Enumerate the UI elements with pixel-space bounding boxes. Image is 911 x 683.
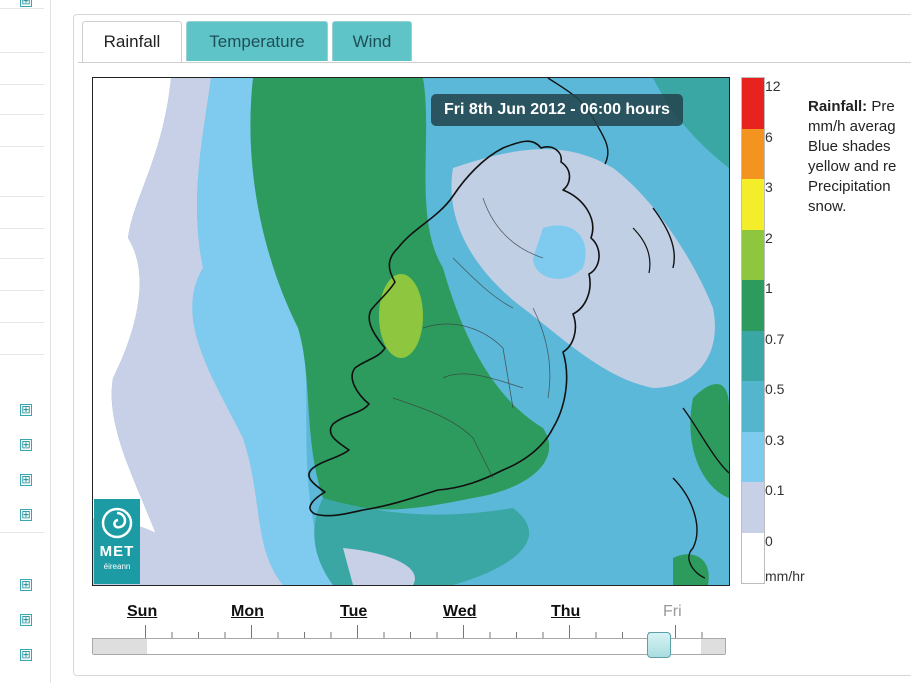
time-label: Fri 8th Jun 2012 - 06:00 hours bbox=[431, 94, 683, 126]
track-past-segment bbox=[93, 639, 147, 654]
legend-swatch bbox=[742, 381, 764, 432]
legend-label: 0.7 bbox=[765, 330, 785, 347]
description-text: snow. bbox=[808, 198, 847, 215]
sidebar-row bbox=[0, 258, 44, 259]
legend-label: 0.1 bbox=[765, 482, 785, 498]
legend-swatch bbox=[742, 532, 764, 583]
legend-unit: mm/hr bbox=[765, 568, 805, 584]
legend-swatch bbox=[742, 78, 764, 129]
sidebar: ⊞ ⊞ ⊞ ⊞ ⊞ ⊞ ⊞ ⊞ bbox=[0, 0, 51, 683]
legend-swatch bbox=[742, 128, 764, 179]
day-sun[interactable]: Sun bbox=[127, 603, 158, 620]
logo-text: MET bbox=[99, 543, 135, 560]
description-text: Pre bbox=[871, 98, 895, 115]
legend-swatch bbox=[742, 482, 764, 533]
sidebar-row bbox=[0, 52, 44, 53]
legend-label: 0.3 bbox=[765, 431, 785, 448]
expand-icon[interactable]: ⊞ bbox=[20, 0, 32, 7]
expand-icon[interactable]: ⊞ bbox=[20, 613, 32, 626]
day-tue[interactable]: Tue bbox=[340, 603, 368, 620]
expand-icon[interactable]: ⊞ bbox=[20, 648, 32, 661]
sidebar-row bbox=[0, 290, 44, 291]
timeline-track[interactable] bbox=[92, 638, 726, 655]
logo-subtext: éireann bbox=[103, 562, 131, 571]
day-thu[interactable]: Thu bbox=[551, 603, 581, 620]
legend-label: 12 bbox=[765, 78, 781, 94]
expand-icon[interactable]: ⊞ bbox=[20, 438, 32, 451]
map-image bbox=[93, 78, 729, 585]
swirl-icon bbox=[101, 507, 133, 539]
description-text: yellow and re bbox=[808, 158, 897, 175]
day-fri[interactable]: Fri bbox=[663, 603, 682, 620]
sidebar-row bbox=[0, 322, 44, 323]
legend-label: 0.5 bbox=[765, 381, 785, 397]
legend-swatch bbox=[742, 330, 764, 381]
sidebar-row bbox=[0, 114, 44, 115]
description-text: Precipitation bbox=[808, 178, 891, 195]
expand-icon[interactable]: ⊞ bbox=[20, 403, 32, 416]
legend-swatch bbox=[742, 431, 764, 482]
sidebar-row bbox=[0, 146, 44, 147]
expand-icon[interactable]: ⊞ bbox=[20, 508, 32, 521]
sidebar-row bbox=[0, 0, 44, 9]
timeline-slider-handle[interactable] bbox=[647, 632, 671, 658]
description-text: mm/h averag bbox=[808, 118, 896, 135]
tab-temperature[interactable]: Temperature bbox=[186, 21, 328, 61]
tab-divider bbox=[78, 62, 911, 63]
legend-label: 0 bbox=[765, 532, 773, 549]
description-heading: Rainfall: bbox=[808, 98, 868, 115]
expand-icon[interactable]: ⊞ bbox=[20, 473, 32, 486]
sidebar-row bbox=[0, 84, 44, 85]
sidebar-row bbox=[0, 228, 44, 229]
sidebar-row bbox=[0, 532, 44, 533]
legend-swatch bbox=[742, 280, 764, 331]
description-text: Blue shades bbox=[808, 138, 891, 155]
day-mon[interactable]: Mon bbox=[231, 603, 264, 620]
legend-label: 2 bbox=[765, 229, 773, 246]
met-eireann-logo: MET éireann bbox=[94, 499, 140, 584]
legend-swatch bbox=[742, 179, 764, 230]
tab-wind[interactable]: Wind bbox=[332, 21, 412, 61]
sidebar-row bbox=[0, 354, 44, 355]
legend-label: 3 bbox=[765, 179, 773, 195]
forecast-panel: Rainfall Temperature Wind bbox=[73, 14, 911, 676]
day-wed[interactable]: Wed bbox=[443, 603, 477, 620]
legend-swatch bbox=[742, 229, 764, 280]
legend-label: 1 bbox=[765, 280, 773, 296]
rainfall-legend bbox=[741, 77, 765, 584]
rainfall-map[interactable]: Fri 8th Jun 2012 - 06:00 hours MET éirea… bbox=[92, 77, 730, 586]
expand-icon[interactable]: ⊞ bbox=[20, 578, 32, 591]
rainfall-description: Rainfall: Pre mm/h averag Blue shades ye… bbox=[808, 97, 911, 217]
track-future-segment bbox=[701, 639, 725, 654]
legend-label: 6 bbox=[765, 128, 773, 145]
sidebar-row bbox=[0, 196, 44, 197]
tab-rainfall[interactable]: Rainfall bbox=[82, 21, 182, 63]
timeline-ruler bbox=[92, 625, 726, 639]
